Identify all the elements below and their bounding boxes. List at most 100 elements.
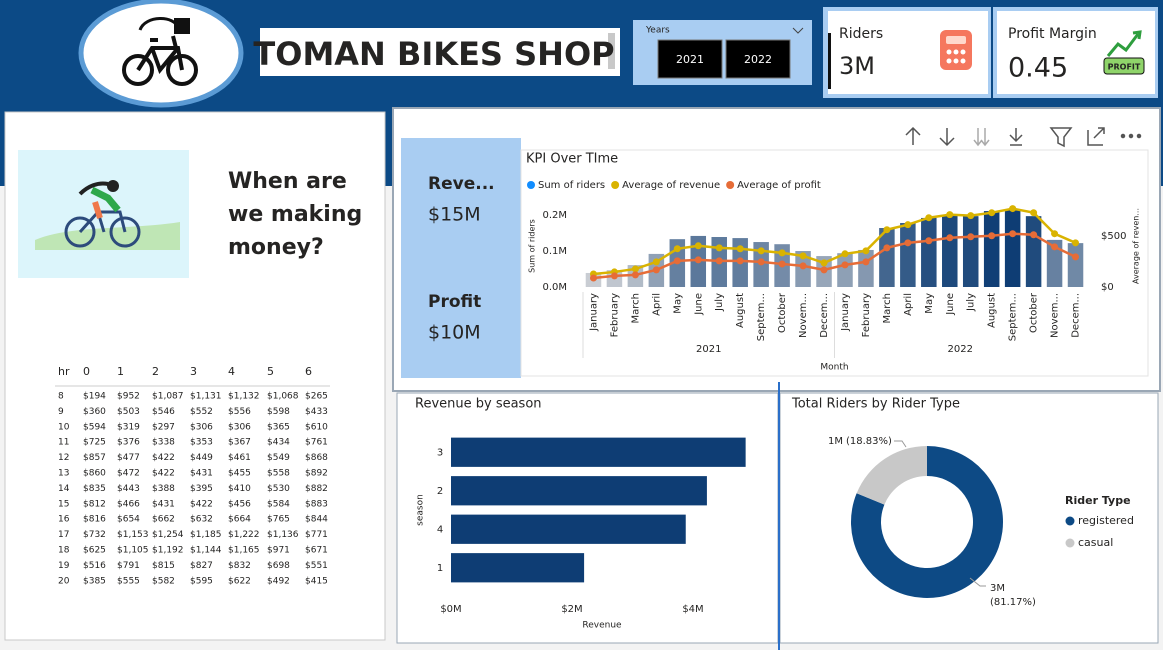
table-cell: 10 bbox=[58, 422, 70, 432]
legend-marker bbox=[611, 181, 620, 189]
table-cell: $549 bbox=[267, 453, 290, 463]
table-cell: $365 bbox=[267, 422, 290, 432]
calculator-icon bbox=[940, 30, 972, 70]
line-point bbox=[988, 232, 996, 240]
line-point bbox=[736, 257, 744, 265]
table-cell: $1,131 bbox=[190, 392, 222, 402]
table-cell: $552 bbox=[190, 407, 213, 417]
panel bbox=[779, 392, 1159, 644]
slicer-option[interactable] bbox=[725, 39, 791, 79]
y2-tick-label: $0 bbox=[1101, 282, 1114, 293]
table-cell: 12 bbox=[58, 453, 69, 463]
x-tick-label: March bbox=[630, 293, 641, 323]
table-header: 4 bbox=[228, 365, 235, 378]
line-point bbox=[757, 247, 765, 255]
y-axis-label: Sum of riders bbox=[528, 219, 537, 273]
y-tick-label: 2 bbox=[437, 486, 443, 497]
line-point bbox=[652, 266, 660, 274]
table-cell: $395 bbox=[190, 484, 213, 494]
table-cell: $297 bbox=[152, 422, 175, 432]
table-cell: 9 bbox=[58, 407, 64, 417]
table-cell: $530 bbox=[267, 484, 290, 494]
chart-title: Revenue by season bbox=[415, 397, 542, 412]
table-cell: $725 bbox=[83, 438, 106, 448]
x-tick-label: February bbox=[609, 293, 620, 337]
line-point bbox=[988, 209, 996, 217]
table-cell: $503 bbox=[117, 407, 140, 417]
table-cell: $376 bbox=[117, 438, 140, 448]
leader-line bbox=[894, 440, 907, 448]
kpi-label: Reve... bbox=[428, 174, 495, 194]
table-cell: $455 bbox=[228, 469, 251, 479]
line-point bbox=[1009, 230, 1017, 238]
table-cell: $456 bbox=[228, 499, 251, 509]
table-cell: $868 bbox=[305, 453, 328, 463]
legend-marker bbox=[527, 181, 535, 189]
x-tick-label: April bbox=[651, 293, 662, 316]
table-cell: $857 bbox=[83, 453, 106, 463]
x-axis-label: Month bbox=[820, 363, 848, 373]
question: When are we making money? bbox=[228, 169, 362, 260]
kpi-value: $15M bbox=[428, 204, 481, 226]
slicer-option[interactable] bbox=[657, 39, 723, 79]
slicer-option-label[interactable]: 2021 bbox=[676, 53, 704, 66]
table-cell: 16 bbox=[58, 515, 70, 525]
slicer-option-label[interactable]: 2022 bbox=[744, 53, 772, 66]
x-tick-label: June bbox=[693, 293, 704, 316]
table-cell: $556 bbox=[228, 407, 251, 417]
table-cell: $832 bbox=[228, 561, 251, 571]
table-cell: $664 bbox=[228, 515, 251, 525]
table-cell: 19 bbox=[58, 561, 70, 571]
card-value: 0.45 bbox=[1008, 53, 1068, 84]
line-point bbox=[778, 260, 786, 268]
table-cell: $815 bbox=[152, 561, 175, 571]
table-cell: $1,222 bbox=[228, 530, 260, 540]
card bbox=[997, 11, 1155, 94]
line-point bbox=[862, 258, 870, 266]
table-header: 6 bbox=[305, 365, 312, 378]
line-point bbox=[1009, 205, 1017, 213]
line-point bbox=[925, 237, 933, 245]
table-cell: $367 bbox=[228, 438, 251, 448]
legend-label: Sum of riders bbox=[538, 180, 605, 191]
line-point bbox=[589, 274, 597, 282]
legend-marker bbox=[1065, 516, 1075, 526]
line-point bbox=[946, 234, 954, 242]
cyclist bbox=[35, 180, 180, 250]
table-cell: $434 bbox=[267, 438, 290, 448]
table-cell: $338 bbox=[152, 438, 175, 448]
y-tick-label: 0.2M bbox=[542, 210, 567, 221]
table-cell: $1,136 bbox=[267, 530, 299, 540]
card-label: Profit Margin bbox=[1008, 26, 1097, 42]
x-tick-label: Decem... bbox=[819, 293, 830, 338]
table-cell: $388 bbox=[152, 484, 175, 494]
slicer-chevron[interactable] bbox=[792, 27, 804, 34]
x-tick-label: Septem... bbox=[756, 293, 767, 341]
y-tick-label: 4 bbox=[437, 524, 443, 535]
line-point bbox=[757, 258, 765, 266]
chart-title: KPI Over TIme bbox=[526, 152, 618, 167]
table-header: 0 bbox=[83, 365, 90, 378]
card-value: 3M bbox=[839, 52, 875, 80]
bar bbox=[451, 476, 707, 506]
line-point bbox=[841, 261, 849, 269]
table-cell: $595 bbox=[190, 576, 213, 586]
line-point bbox=[883, 226, 891, 234]
table-cell: $622 bbox=[228, 576, 251, 586]
bar bbox=[451, 553, 585, 583]
line-point bbox=[778, 249, 786, 257]
toolbar[interactable] bbox=[905, 126, 1142, 148]
table-cell: $971 bbox=[267, 546, 290, 556]
table-cell: 13 bbox=[58, 469, 69, 479]
line-point bbox=[904, 239, 912, 247]
line-point bbox=[946, 211, 954, 219]
table-cell: 14 bbox=[58, 484, 70, 494]
bar bbox=[942, 215, 958, 287]
title: TOMAN BIKES SHOP bbox=[253, 35, 614, 73]
line bbox=[593, 207, 1077, 276]
table-cell: $827 bbox=[190, 561, 213, 571]
line-point bbox=[904, 221, 912, 229]
legend-marker bbox=[1065, 538, 1075, 548]
x-axis-label: Revenue bbox=[582, 621, 622, 631]
table-cell: $582 bbox=[152, 576, 175, 586]
